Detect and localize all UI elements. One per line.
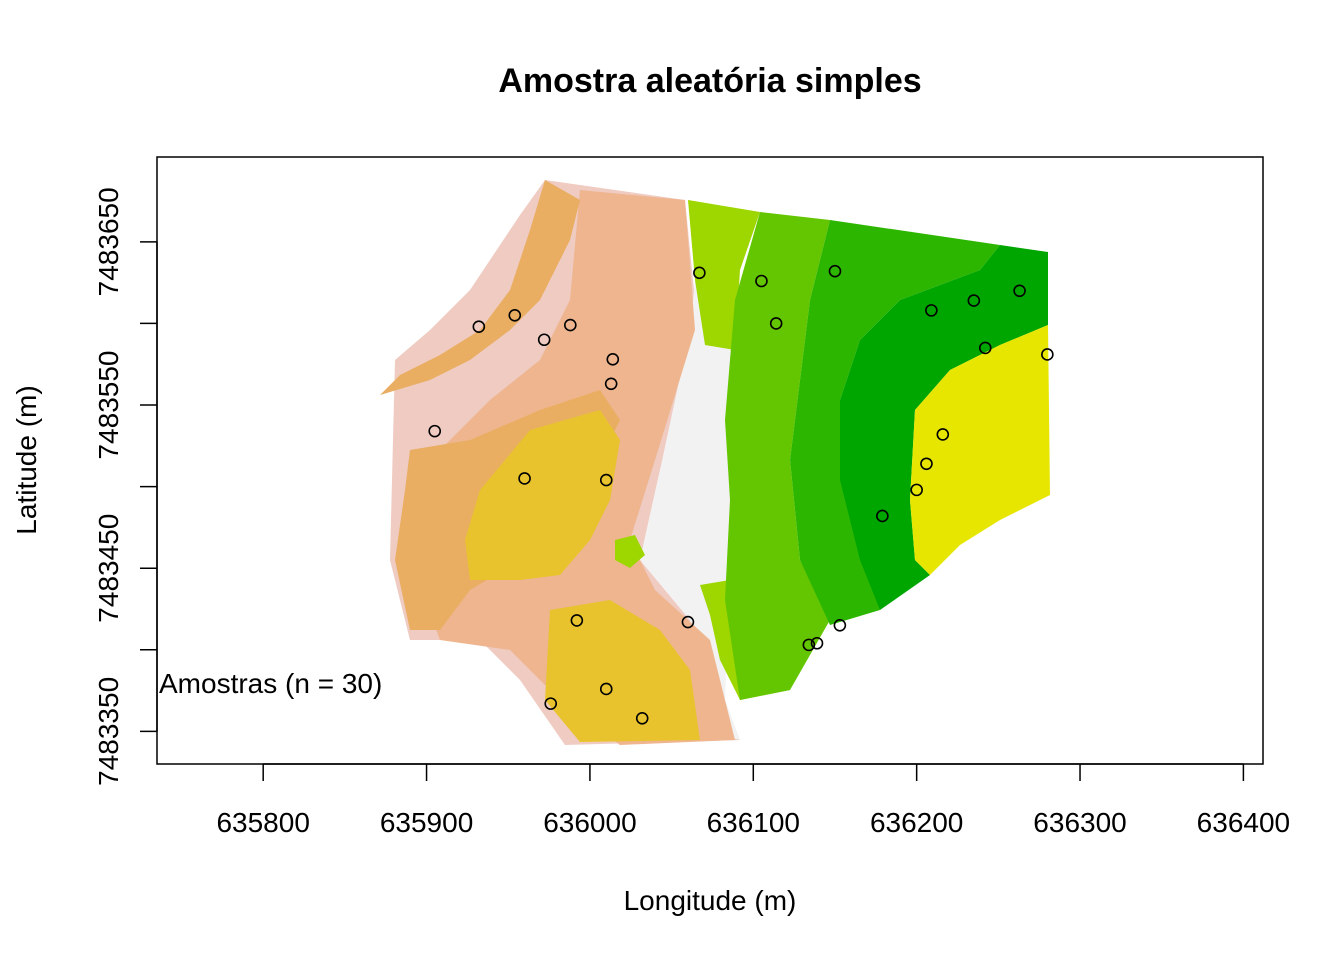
y-tick-label: 7483450: [93, 514, 124, 623]
sample-point: [537, 333, 551, 347]
raster-zone-gold-2: [545, 600, 700, 742]
x-tick-label: 636300: [1033, 807, 1126, 838]
x-tick-label: 635900: [380, 807, 473, 838]
raster-zone-lightgreen-3: [615, 535, 645, 568]
sample-point: [570, 614, 584, 627]
sample-point: [428, 424, 442, 438]
sample-point: [833, 619, 847, 632]
sample-point: [910, 483, 923, 497]
sample-point: [635, 712, 649, 725]
sample-point: [604, 377, 618, 391]
sample-point: [769, 317, 783, 330]
sample-point: [755, 274, 768, 288]
x-axis: 635800 635900 636000 636100 636200 636300 6364…: [216, 763, 1290, 838]
raster-zone-gold: [465, 410, 620, 580]
sample-point: [802, 638, 816, 652]
sample-point: [828, 264, 842, 278]
y-axis: 7483350 7483450 7483550 7483650: [93, 187, 158, 786]
sample-point: [1041, 348, 1054, 361]
raster-zone-green-deep: [840, 245, 1048, 610]
sample-point: [599, 473, 613, 487]
sample-point: [936, 428, 950, 441]
y-tick-label: 7483650: [93, 187, 124, 296]
x-tick-label: 636200: [870, 807, 963, 838]
sample-point: [599, 682, 613, 696]
sample-point: [876, 509, 889, 523]
legend-label: Amostras (n = 30): [159, 668, 382, 699]
sample-point: [925, 304, 938, 317]
sample-point: [544, 697, 558, 710]
sample-point: [810, 636, 824, 650]
x-axis-label: Longitude (m): [624, 885, 797, 916]
raster-zone-yellow: [910, 325, 1050, 575]
sample-point: [508, 308, 522, 322]
raster-zone-tan: [380, 180, 580, 395]
sample-points: [428, 264, 1054, 725]
sample-point: [920, 457, 933, 471]
sample-point: [1013, 284, 1026, 298]
map-raster: [380, 180, 1050, 745]
raster-zone-green-dark: [790, 220, 1000, 625]
y-tick-label: 7483550: [93, 351, 124, 460]
sample-point: [681, 615, 695, 629]
raster-zone-lightgreen: [688, 200, 760, 350]
x-tick-label: 635800: [216, 807, 309, 838]
sample-point: [978, 341, 992, 355]
sample-point: [518, 472, 531, 485]
x-tick-label: 636000: [543, 807, 636, 838]
y-axis-label: Latitude (m): [11, 385, 42, 534]
raster-zone-green: [725, 212, 830, 700]
chart-title: Amostra aleatória simples: [498, 62, 921, 100]
sample-point: [564, 318, 577, 332]
sample-point: [606, 353, 620, 366]
y-tick-label: 7483350: [93, 677, 124, 786]
x-tick-label: 636100: [707, 807, 800, 838]
sample-point: [967, 294, 981, 307]
sample-point: [472, 320, 486, 333]
x-tick-label: 636400: [1197, 807, 1290, 838]
sample-point: [693, 266, 706, 280]
